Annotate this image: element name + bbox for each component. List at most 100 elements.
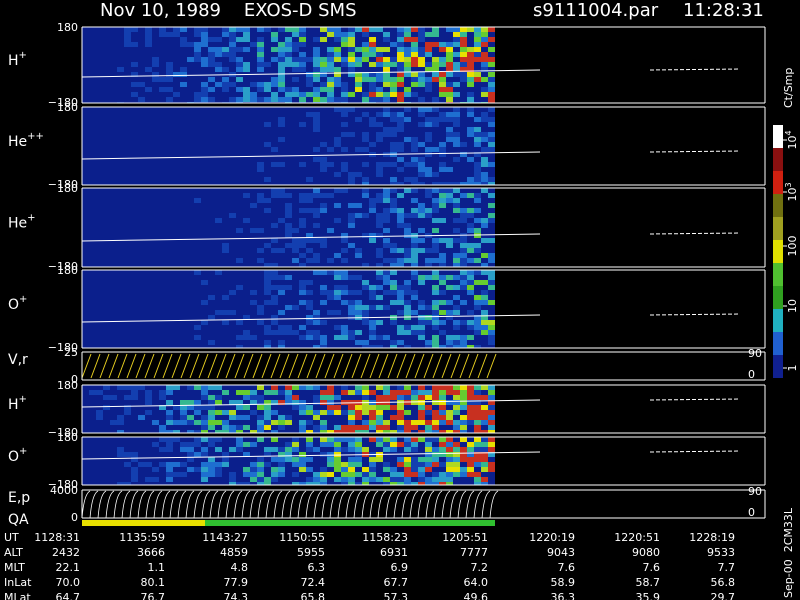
spectrogram-cell bbox=[397, 27, 404, 32]
spectrogram-cell bbox=[299, 385, 306, 390]
spectrogram-cell bbox=[390, 127, 397, 132]
spectrogram-cell bbox=[383, 405, 390, 410]
spectrogram-cell bbox=[467, 193, 474, 198]
spectrogram-cell bbox=[481, 263, 488, 267]
spectrogram-cell bbox=[369, 62, 376, 67]
spectrogram-cell bbox=[194, 42, 201, 47]
spectrogram-cell bbox=[488, 62, 495, 67]
spectrogram-cell bbox=[432, 437, 439, 442]
spectrogram-cell bbox=[411, 442, 418, 447]
spectrogram-cell bbox=[425, 462, 432, 467]
spectrogram-cell bbox=[236, 285, 243, 290]
spectrogram-cell bbox=[369, 345, 376, 348]
energy-trace bbox=[481, 490, 491, 519]
spectrogram-cell bbox=[180, 442, 187, 447]
spectrogram-cell bbox=[145, 462, 152, 467]
spectrogram-cell bbox=[306, 315, 313, 320]
spectrogram-cell bbox=[376, 248, 383, 253]
spectrogram-cell bbox=[418, 47, 425, 52]
spectrogram-cell bbox=[271, 77, 278, 82]
spectrogram-cell bbox=[243, 395, 250, 400]
spectrogram-cell bbox=[474, 37, 481, 42]
row-value: 76.7 bbox=[141, 591, 166, 600]
spectrogram-cell bbox=[327, 97, 334, 102]
spectrogram-cell bbox=[327, 462, 334, 467]
spectrogram-cell bbox=[404, 280, 411, 285]
spectrogram-cell bbox=[411, 467, 418, 472]
spectrogram-cell bbox=[306, 467, 313, 472]
spectrogram-cell bbox=[474, 177, 481, 182]
row-value: 58.9 bbox=[551, 576, 576, 589]
spectrogram-cell bbox=[460, 437, 467, 442]
spectrogram-cell bbox=[439, 147, 446, 152]
spectrogram-cell bbox=[404, 457, 411, 462]
spectrogram-cell bbox=[432, 340, 439, 345]
spectrogram-cell bbox=[299, 198, 306, 203]
spectrogram-cell bbox=[383, 193, 390, 198]
spectrogram-cell bbox=[369, 203, 376, 208]
spectrogram-cell bbox=[453, 92, 460, 97]
spectrogram-cell bbox=[418, 275, 425, 280]
spectrogram-cell bbox=[411, 147, 418, 152]
spectrogram-cell bbox=[285, 325, 292, 330]
spectrogram-cell bbox=[334, 107, 341, 112]
spectrogram-cell bbox=[327, 270, 334, 275]
spectrogram-cell bbox=[425, 263, 432, 267]
spectrogram-cell bbox=[348, 62, 355, 67]
spectrogram-cell bbox=[362, 467, 369, 472]
row-value: 7777 bbox=[460, 546, 488, 559]
spectrogram-cell bbox=[152, 77, 159, 82]
spectrogram-cell bbox=[229, 52, 236, 57]
spectrogram-cell bbox=[369, 52, 376, 57]
spectrogram-cell bbox=[432, 97, 439, 102]
spectrogram-cell bbox=[460, 27, 467, 32]
spectrogram-cell bbox=[425, 248, 432, 253]
spectrogram-cell bbox=[208, 425, 215, 430]
spectrogram-cell bbox=[362, 193, 369, 198]
spectrogram-cell bbox=[425, 87, 432, 92]
spectrogram-cell bbox=[460, 425, 467, 430]
spectrogram-cell bbox=[278, 420, 285, 425]
spectrogram-cell bbox=[341, 107, 348, 112]
spectrogram-cell bbox=[229, 47, 236, 52]
spectrogram-cell bbox=[264, 420, 271, 425]
spectrogram-cell bbox=[439, 280, 446, 285]
spectrogram-cell bbox=[397, 430, 404, 433]
spectrogram-cell bbox=[460, 248, 467, 253]
spectrogram-cell bbox=[187, 400, 194, 405]
spectrogram-cell bbox=[313, 345, 320, 348]
spectrogram-cell bbox=[341, 425, 348, 430]
energy-trace bbox=[249, 490, 259, 519]
spectrogram-cell bbox=[453, 142, 460, 147]
spectrogram-cell bbox=[418, 203, 425, 208]
spectrogram-cell bbox=[432, 410, 439, 415]
spectrogram-cell bbox=[404, 32, 411, 37]
spectrogram-cell bbox=[390, 415, 397, 420]
spectrogram-cell bbox=[285, 203, 292, 208]
spectrogram-cell bbox=[250, 410, 257, 415]
energy-trace bbox=[425, 490, 435, 519]
axis-top: 25 bbox=[64, 346, 78, 359]
spectrogram-cell bbox=[397, 415, 404, 420]
spectrogram-cell bbox=[446, 400, 453, 405]
spectrogram-cell bbox=[432, 390, 439, 395]
spectrogram-cell bbox=[397, 57, 404, 62]
spectrogram-cell bbox=[327, 410, 334, 415]
spectrogram-cell bbox=[334, 32, 341, 37]
spectrogram-cell bbox=[201, 477, 208, 482]
spectrogram-cell bbox=[369, 390, 376, 395]
spectrogram-cell bbox=[187, 42, 194, 47]
spectrogram-cell bbox=[404, 462, 411, 467]
spectrogram-cell bbox=[390, 290, 397, 295]
velocity-trace bbox=[252, 353, 263, 379]
spectrogram-cell bbox=[467, 77, 474, 82]
spectrogram-cell bbox=[271, 275, 278, 280]
spectrogram-cell bbox=[467, 82, 474, 87]
spectrogram-cell bbox=[166, 77, 173, 82]
spectrogram-cell bbox=[404, 177, 411, 182]
spectrogram-cell bbox=[418, 462, 425, 467]
qa-bar bbox=[205, 520, 495, 526]
spectrogram-cell bbox=[488, 132, 495, 137]
spectrogram-cell bbox=[194, 27, 201, 32]
